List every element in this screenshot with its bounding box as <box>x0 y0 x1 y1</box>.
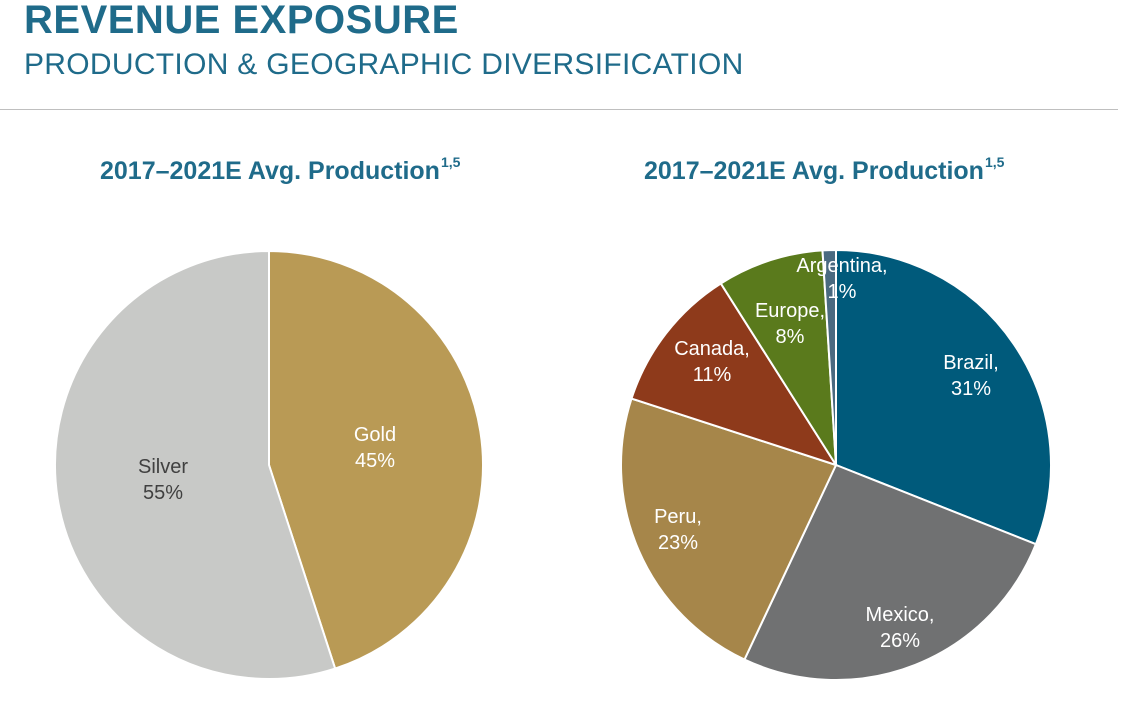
pie-slice-europe <box>719 249 837 466</box>
header-divider <box>0 109 1118 110</box>
pie-label-argentina: Argentina, 1% <box>796 255 887 303</box>
pie-label-brazil: Brazil, 31% <box>943 352 999 400</box>
pie-slice-silver <box>54 249 337 680</box>
pie-label-europe: Europe, 8% <box>755 300 825 348</box>
pie-slice-gold <box>268 249 484 670</box>
pie-label-peru: Peru, 23% <box>654 506 702 554</box>
pie-slice-mexico <box>743 463 1038 681</box>
page-title: REVENUE EXPOSURE <box>24 0 459 42</box>
pie-label-silver: Silver 55% <box>138 456 188 504</box>
pie-label-gold: Gold 45% <box>354 424 396 472</box>
page-subtitle: PRODUCTION & GEOGRAPHIC DIVERSIFICATION <box>24 48 744 81</box>
right-chart-title: 2017–2021E Avg. Production1,5 <box>644 154 1004 186</box>
pie-slice-peru <box>620 397 838 661</box>
left-chart-title-footnote: 1,5 <box>440 154 461 170</box>
left-chart-title-text: 2017–2021E Avg. Production <box>100 157 440 185</box>
right-chart-title-footnote: 1,5 <box>984 154 1005 170</box>
pie-label-mexico: Mexico, 26% <box>866 604 935 652</box>
pie-slice-brazil <box>835 248 1052 546</box>
left-chart-title: 2017–2021E Avg. Production1,5 <box>100 154 460 186</box>
header: REVENUE EXPOSURE PRODUCTION & GEOGRAPHIC… <box>24 0 744 82</box>
pie-slice-canada <box>630 282 839 467</box>
pie-slice-argentina <box>821 248 837 466</box>
right-chart-title-text: 2017–2021E Avg. Production <box>644 157 984 185</box>
pie-label-canada: Canada, 11% <box>674 338 750 386</box>
